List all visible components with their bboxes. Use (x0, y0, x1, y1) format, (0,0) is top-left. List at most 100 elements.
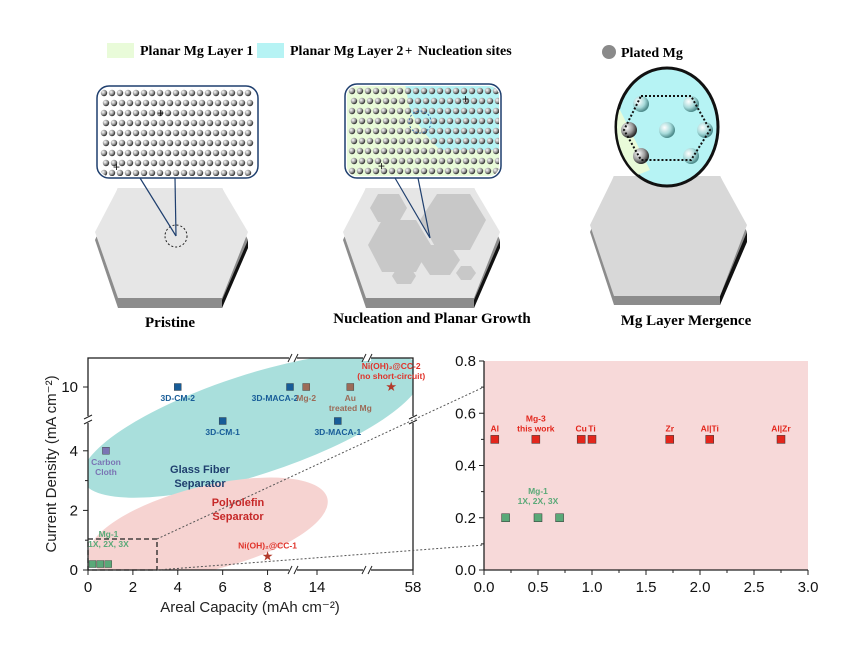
atom-dot (172, 129, 180, 137)
atom-dot (158, 99, 166, 107)
atom-dot (452, 167, 460, 175)
atom-dot (140, 129, 148, 137)
region-label-polyolefin: Polyolefin Separator (212, 497, 265, 523)
substrate-hexagon (95, 188, 248, 298)
atom-dot (478, 157, 486, 165)
atom-dot (438, 137, 446, 145)
x-tick-label: 0.5 (528, 579, 549, 596)
atom-dot (470, 157, 478, 165)
atom-dot (180, 89, 188, 97)
atom-dot (142, 119, 150, 127)
atom-dot (494, 157, 499, 165)
atom-dot (102, 139, 110, 147)
point-label: Ni(OH)₂@CC-1 (238, 541, 297, 551)
axis-break-mark (287, 565, 293, 575)
atom-dot (156, 89, 164, 97)
label-line: Ni(OH)₂@CC-2 (362, 361, 421, 371)
label-line: Mg-1 (528, 486, 548, 496)
atom-dot (460, 167, 468, 175)
atom-dot (412, 147, 420, 155)
stage-label-nucleation: Nucleation and Planar Growth (333, 311, 531, 327)
label-line: Al|Zr (771, 423, 791, 433)
point-label: Al|Zr (771, 423, 791, 433)
atom-dot (158, 119, 166, 127)
atom-dot (364, 127, 372, 135)
square-marker (346, 383, 355, 391)
atom-dot (148, 129, 156, 137)
atom-dot (100, 149, 108, 157)
axis-break-mark (293, 565, 299, 575)
square-marker (501, 513, 510, 522)
atom-dot (132, 89, 140, 97)
chart-areal-capacity: Glass Fiber Separator Polyolefin Separator… (43, 353, 425, 616)
x-tick-label: 14 (309, 579, 326, 596)
atom-dot (356, 147, 364, 155)
region-label-glass: Glass Fiber Separator (170, 464, 231, 490)
atom-dot (164, 89, 172, 97)
atom-dot (404, 127, 412, 135)
atom-dot (196, 89, 204, 97)
label-line: Carbon (91, 457, 121, 467)
atom-dot (174, 119, 182, 127)
atom-dot (366, 157, 374, 165)
atom-dot (244, 129, 252, 137)
atom-dot (364, 147, 372, 155)
atom-dot (156, 149, 164, 157)
atom-dot (404, 107, 412, 115)
atom-dot (228, 169, 236, 176)
atom-dot (414, 117, 422, 125)
axis-break-gap (289, 567, 297, 573)
square-marker (776, 435, 786, 444)
atom-dot (436, 87, 444, 95)
atom-dot (486, 97, 494, 105)
atom-dot (366, 97, 374, 105)
atom-dot (452, 107, 460, 115)
atom-dot (126, 99, 134, 107)
atom-dot (190, 139, 198, 147)
axis-break-gap (85, 416, 91, 423)
atom-dot (484, 127, 492, 135)
y-tick-label: 0.8 (455, 353, 476, 370)
region-polyolefin (88, 477, 328, 570)
atom-dot (166, 99, 174, 107)
atom-dot (100, 129, 108, 137)
atom-dot (172, 149, 180, 157)
atom-dot (422, 97, 430, 105)
atom-dot (108, 169, 116, 176)
atom-dot (116, 89, 124, 97)
square-marker (533, 513, 543, 522)
atom-dot (420, 167, 428, 175)
atom-dot (142, 99, 150, 107)
atom-dot (382, 137, 390, 145)
label-line: Au (345, 393, 356, 403)
zoom-connector-bottom (156, 544, 485, 571)
atom-dot (348, 167, 356, 175)
atom-dot (462, 117, 470, 125)
atom-dot (476, 167, 484, 175)
atom-dot (118, 99, 126, 107)
atom-dot (436, 147, 444, 155)
atom-dot (116, 109, 124, 117)
atom-dot (196, 109, 204, 117)
atom-dot (446, 157, 454, 165)
atom-dot (414, 137, 422, 145)
label-line: 1X, 2X, 3X (518, 496, 559, 506)
y-axis-label: Current Density (mA cm⁻²) (43, 375, 60, 552)
star-marker: ★ (385, 379, 397, 394)
atom-dot (444, 167, 452, 175)
atom-dot (188, 109, 196, 117)
atom-dot (206, 99, 214, 107)
atom-dot (380, 147, 388, 155)
atom-dot (158, 139, 166, 147)
atom-dot (470, 137, 478, 145)
label-line: 3D-MACA-1 (314, 427, 361, 437)
atom-dot (214, 99, 222, 107)
atom-dot (366, 137, 374, 145)
square-marker (302, 383, 310, 391)
atom-dot (382, 97, 390, 105)
axis-break-mark (361, 353, 367, 363)
atom-dot (396, 147, 404, 155)
atom-dot (444, 147, 452, 155)
label-line: Al|Ti (701, 423, 719, 433)
